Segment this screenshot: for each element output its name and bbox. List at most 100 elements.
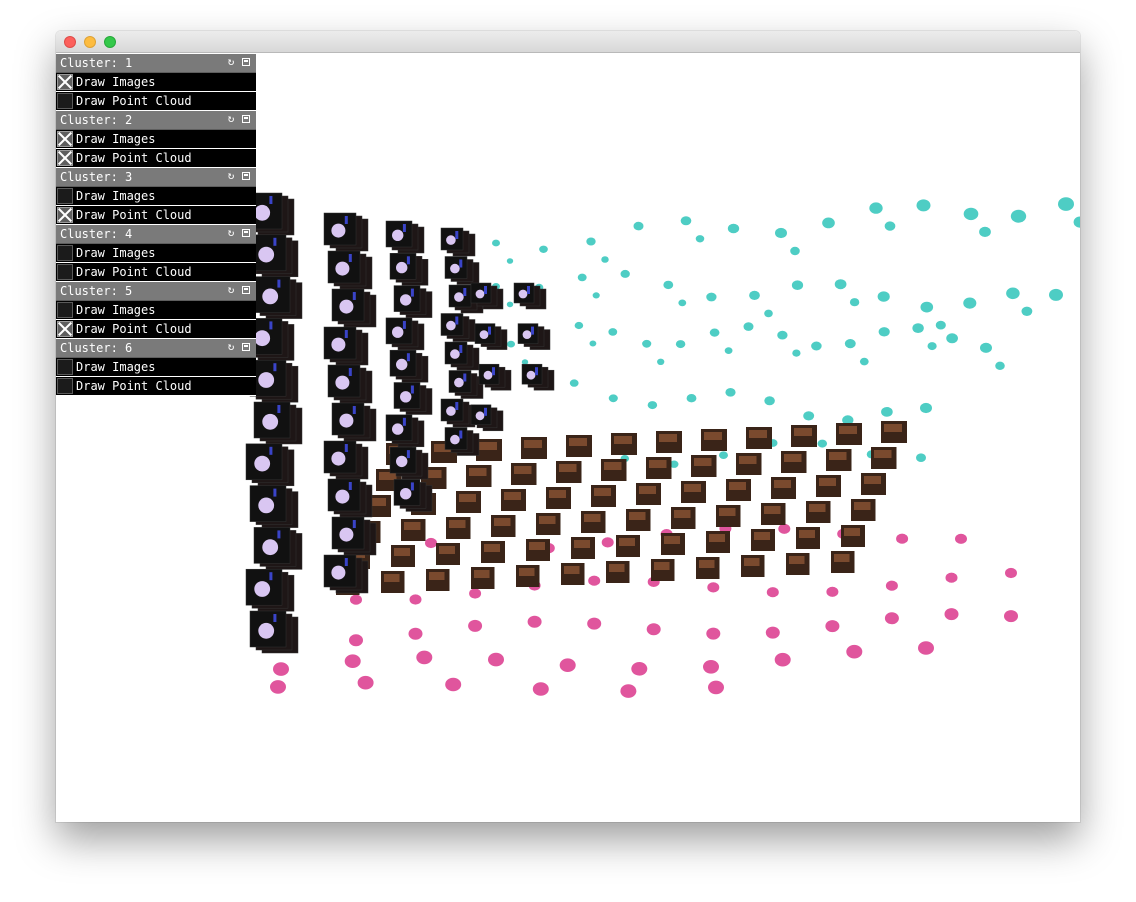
refresh-icon[interactable]: ↻ xyxy=(227,340,235,353)
image-tile-detail xyxy=(654,562,670,570)
point-teal xyxy=(719,451,728,460)
draw-images-label: Draw Images xyxy=(76,75,156,89)
draw-images-checkbox[interactable] xyxy=(57,245,73,261)
point-teal xyxy=(777,330,788,340)
point-teal xyxy=(709,328,720,337)
draw-point-cloud-toggle[interactable]: Draw Point Cloud xyxy=(56,263,256,282)
image-tile-detail xyxy=(674,510,691,518)
draw-images-checkbox[interactable] xyxy=(57,188,73,204)
point-cloud-scene[interactable] xyxy=(56,53,1080,822)
draw-images-toggle[interactable]: Draw Images xyxy=(56,130,256,149)
image-tile-detail xyxy=(474,570,490,578)
image-accent xyxy=(484,407,487,416)
draw-images-label: Draw Images xyxy=(76,189,156,203)
draw-point-cloud-label: Draw Point Cloud xyxy=(76,322,192,336)
cluster-header: Cluster: 3 ↻ xyxy=(56,168,256,187)
save-icon[interactable] xyxy=(240,112,252,126)
image-blob xyxy=(254,581,271,597)
draw-point-cloud-checkbox[interactable] xyxy=(57,150,73,166)
image-tile-detail xyxy=(754,532,770,540)
refresh-icon[interactable]: ↻ xyxy=(227,55,235,68)
point-pink xyxy=(1004,610,1018,623)
draw-images-toggle[interactable]: Draw Images xyxy=(56,358,256,377)
draw-images-toggle[interactable]: Draw Images xyxy=(56,301,256,320)
refresh-icon[interactable]: ↻ xyxy=(227,112,235,125)
point-teal xyxy=(592,292,600,299)
draw-images-toggle[interactable]: Draw Images xyxy=(56,187,256,206)
draw-images-toggle[interactable]: Draw Images xyxy=(56,73,256,92)
point-teal xyxy=(521,359,529,365)
image-blob xyxy=(339,413,354,428)
draw-point-cloud-checkbox[interactable] xyxy=(57,321,73,337)
point-teal xyxy=(877,291,890,302)
image-tile-detail xyxy=(614,436,632,444)
draw-point-cloud-checkbox[interactable] xyxy=(57,93,73,109)
point-teal xyxy=(577,273,587,282)
image-tile-detail xyxy=(539,516,556,524)
point-teal xyxy=(790,246,800,256)
image-accent xyxy=(484,286,487,294)
draw-images-checkbox[interactable] xyxy=(57,302,73,318)
image-blob xyxy=(518,289,528,299)
image-blob xyxy=(526,370,536,380)
point-teal xyxy=(849,298,860,307)
draw-point-cloud-toggle[interactable]: Draw Point Cloud xyxy=(56,377,256,396)
draw-point-cloud-label: Draw Point Cloud xyxy=(76,379,192,393)
refresh-icon[interactable]: ↻ xyxy=(227,226,235,239)
save-icon[interactable] xyxy=(240,55,252,69)
zoom-window-button[interactable] xyxy=(104,36,116,48)
image-tile-detail xyxy=(719,508,736,516)
draw-point-cloud-checkbox[interactable] xyxy=(57,378,73,394)
draw-point-cloud-toggle[interactable]: Draw Point Cloud xyxy=(56,206,256,225)
draw-images-checkbox[interactable] xyxy=(57,74,73,90)
image-tile-dark xyxy=(253,401,291,439)
image-accent xyxy=(344,558,348,566)
draw-point-cloud-checkbox[interactable] xyxy=(57,264,73,280)
image-accent xyxy=(352,520,356,528)
point-teal xyxy=(822,217,835,229)
image-accent xyxy=(531,326,534,335)
draw-point-cloud-checkbox[interactable] xyxy=(57,207,73,223)
point-pink xyxy=(1005,567,1017,579)
point-teal xyxy=(764,396,775,406)
point-pink xyxy=(273,662,289,676)
save-icon[interactable] xyxy=(240,169,252,183)
draw-point-cloud-toggle[interactable]: Draw Point Cloud xyxy=(56,92,256,111)
point-teal xyxy=(686,394,697,403)
draw-images-label: Draw Images xyxy=(76,246,156,260)
refresh-icon[interactable]: ↻ xyxy=(227,283,235,296)
image-tile-detail xyxy=(384,574,400,582)
point-teal xyxy=(725,388,736,397)
cluster-control-panel: Cluster: 1 ↻ Draw Images Draw Point Clou… xyxy=(56,54,256,396)
image-accent xyxy=(277,530,281,539)
draw-images-checkbox[interactable] xyxy=(57,359,73,375)
image-tile-detail xyxy=(884,424,902,432)
point-teal xyxy=(920,402,932,414)
point-teal xyxy=(979,226,991,237)
image-accent xyxy=(402,320,406,329)
image-blob xyxy=(475,289,485,299)
cluster-title: Cluster: 2 xyxy=(60,113,133,127)
minimize-window-button[interactable] xyxy=(84,36,96,48)
draw-images-checkbox[interactable] xyxy=(57,131,73,147)
cluster-header: Cluster: 6 ↻ xyxy=(56,339,256,358)
point-pink xyxy=(885,580,898,591)
point-teal xyxy=(601,256,609,263)
image-blob xyxy=(392,326,404,338)
point-pink xyxy=(468,619,483,632)
point-teal xyxy=(869,202,883,214)
cluster-header: Cluster: 4 ↻ xyxy=(56,225,256,244)
save-icon[interactable] xyxy=(240,340,252,354)
save-icon[interactable] xyxy=(240,283,252,297)
refresh-icon[interactable]: ↻ xyxy=(227,169,235,182)
image-blob xyxy=(396,261,408,274)
image-blob xyxy=(454,292,464,302)
image-tile-detail xyxy=(449,520,466,528)
draw-point-cloud-toggle[interactable]: Draw Point Cloud xyxy=(56,149,256,168)
save-icon[interactable] xyxy=(240,226,252,240)
image-accent xyxy=(459,430,463,439)
3d-viewport[interactable] xyxy=(56,53,1080,822)
close-window-button[interactable] xyxy=(64,36,76,48)
draw-images-toggle[interactable]: Draw Images xyxy=(56,244,256,263)
draw-point-cloud-toggle[interactable]: Draw Point Cloud xyxy=(56,320,256,339)
